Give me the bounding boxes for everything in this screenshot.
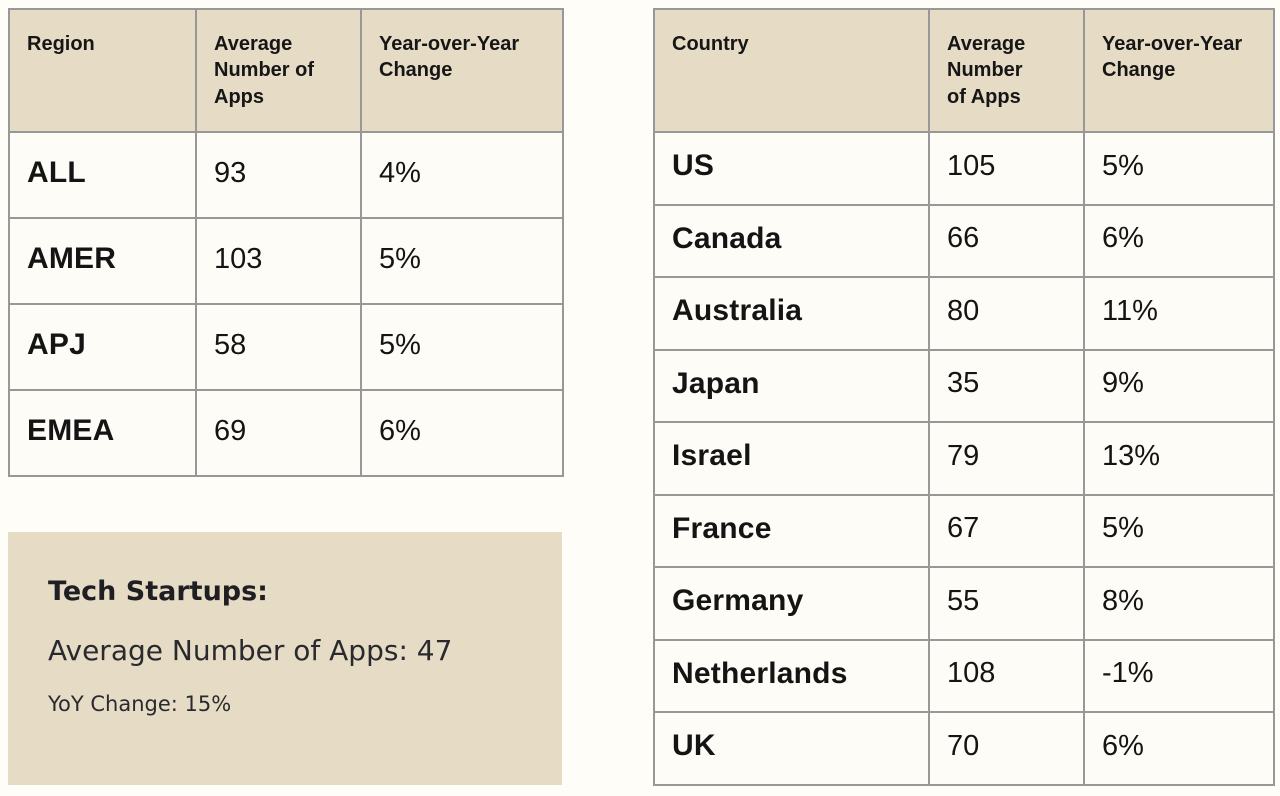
avg-apps-cell: 69: [195, 389, 362, 477]
yoy-change-cell: 6%: [1083, 711, 1275, 786]
yoy-change-cell: 5%: [360, 217, 564, 305]
region-column-header: Region: [8, 8, 197, 133]
table-row: AMER 103 5%: [8, 217, 564, 305]
country-table: Country Average Number of Apps Year-over…: [653, 8, 1275, 786]
table-row: US 105 5%: [653, 131, 1275, 206]
header-row: Region Average Number of Apps Year-over-…: [8, 8, 564, 133]
table-row: Australia 80 11%: [653, 276, 1275, 351]
table-row: ALL 93 4%: [8, 131, 564, 219]
avg-apps-cell: 108: [928, 638, 1085, 713]
region-table-header: Region Average Number of Apps Year-over-…: [8, 8, 564, 133]
table-row: EMEA 69 6%: [8, 389, 564, 477]
table-row: Israel 79 13%: [653, 421, 1275, 496]
country-column-header: Country: [653, 8, 930, 133]
yoy-change-cell: 9%: [1083, 348, 1275, 423]
region-table: Region Average Number of Apps Year-over-…: [8, 8, 564, 477]
avg-apps-column-header: Average Number of Apps: [928, 8, 1085, 133]
callout-title: Tech Startups:: [48, 576, 268, 607]
yoy-change-cell: 13%: [1083, 421, 1275, 496]
yoy-change-cell: 6%: [360, 389, 564, 477]
avg-apps-cell: 93: [195, 131, 362, 219]
avg-apps-cell: 67: [928, 493, 1085, 568]
avg-apps-cell: 55: [928, 566, 1085, 641]
tech-startups-callout: Tech Startups: Average Number of Apps: 4…: [8, 532, 562, 785]
avg-apps-cell: 66: [928, 203, 1085, 278]
row-label-cell: Australia: [653, 276, 930, 351]
yoy-change-cell: 5%: [360, 303, 564, 391]
avg-apps-cell: 79: [928, 421, 1085, 496]
yoy-change-cell: -1%: [1083, 638, 1275, 713]
row-label-cell: ALL: [8, 131, 197, 219]
table-row: APJ 58 5%: [8, 303, 564, 391]
table-row: France 67 5%: [653, 493, 1275, 568]
row-label-cell: France: [653, 493, 930, 568]
yoy-change-cell: 4%: [360, 131, 564, 219]
avg-apps-cell: 58: [195, 303, 362, 391]
avg-apps-cell: 80: [928, 276, 1085, 351]
row-label-cell: Netherlands: [653, 638, 930, 713]
row-label-cell: APJ: [8, 303, 197, 391]
row-label-cell: EMEA: [8, 389, 197, 477]
yoy-change-column-header: Year-over-Year Change: [1083, 8, 1275, 133]
table-row: Germany 55 8%: [653, 566, 1275, 641]
row-label-cell: UK: [653, 711, 930, 786]
row-label-cell: Israel: [653, 421, 930, 496]
left-column: Region Average Number of Apps Year-over-…: [8, 8, 564, 785]
table-row: Netherlands 108 -1%: [653, 638, 1275, 713]
callout-avg-apps: Average Number of Apps: 47: [48, 634, 453, 667]
table-row: UK 70 6%: [653, 711, 1275, 786]
row-label-cell: Germany: [653, 566, 930, 641]
row-label-cell: AMER: [8, 217, 197, 305]
table-row: Canada 66 6%: [653, 203, 1275, 278]
avg-apps-cell: 103: [195, 217, 362, 305]
country-table-body: US 105 5% Canada 66 6% Australia 80 11% Japan 35 9%…: [653, 131, 1275, 786]
row-label-cell: US: [653, 131, 930, 206]
region-table-body: ALL 93 4% AMER 103 5% APJ 58 5% EMEA 69 6%: [8, 131, 564, 477]
yoy-change-cell: 5%: [1083, 131, 1275, 206]
yoy-change-cell: 5%: [1083, 493, 1275, 568]
yoy-change-column-header: Year-over-Year Change: [360, 8, 564, 133]
avg-apps-cell: 70: [928, 711, 1085, 786]
callout-yoy-change: YoY Change: 15%: [48, 692, 232, 716]
table-row: Japan 35 9%: [653, 348, 1275, 423]
avg-apps-cell: 35: [928, 348, 1085, 423]
header-row: Country Average Number of Apps Year-over…: [653, 8, 1275, 133]
row-label-cell: Japan: [653, 348, 930, 423]
yoy-change-cell: 11%: [1083, 276, 1275, 351]
yoy-change-cell: 6%: [1083, 203, 1275, 278]
country-table-header: Country Average Number of Apps Year-over…: [653, 8, 1275, 133]
yoy-change-cell: 8%: [1083, 566, 1275, 641]
row-label-cell: Canada: [653, 203, 930, 278]
avg-apps-cell: 105: [928, 131, 1085, 206]
right-column: Country Average Number of Apps Year-over…: [653, 8, 1275, 786]
avg-apps-column-header: Average Number of Apps: [195, 8, 362, 133]
